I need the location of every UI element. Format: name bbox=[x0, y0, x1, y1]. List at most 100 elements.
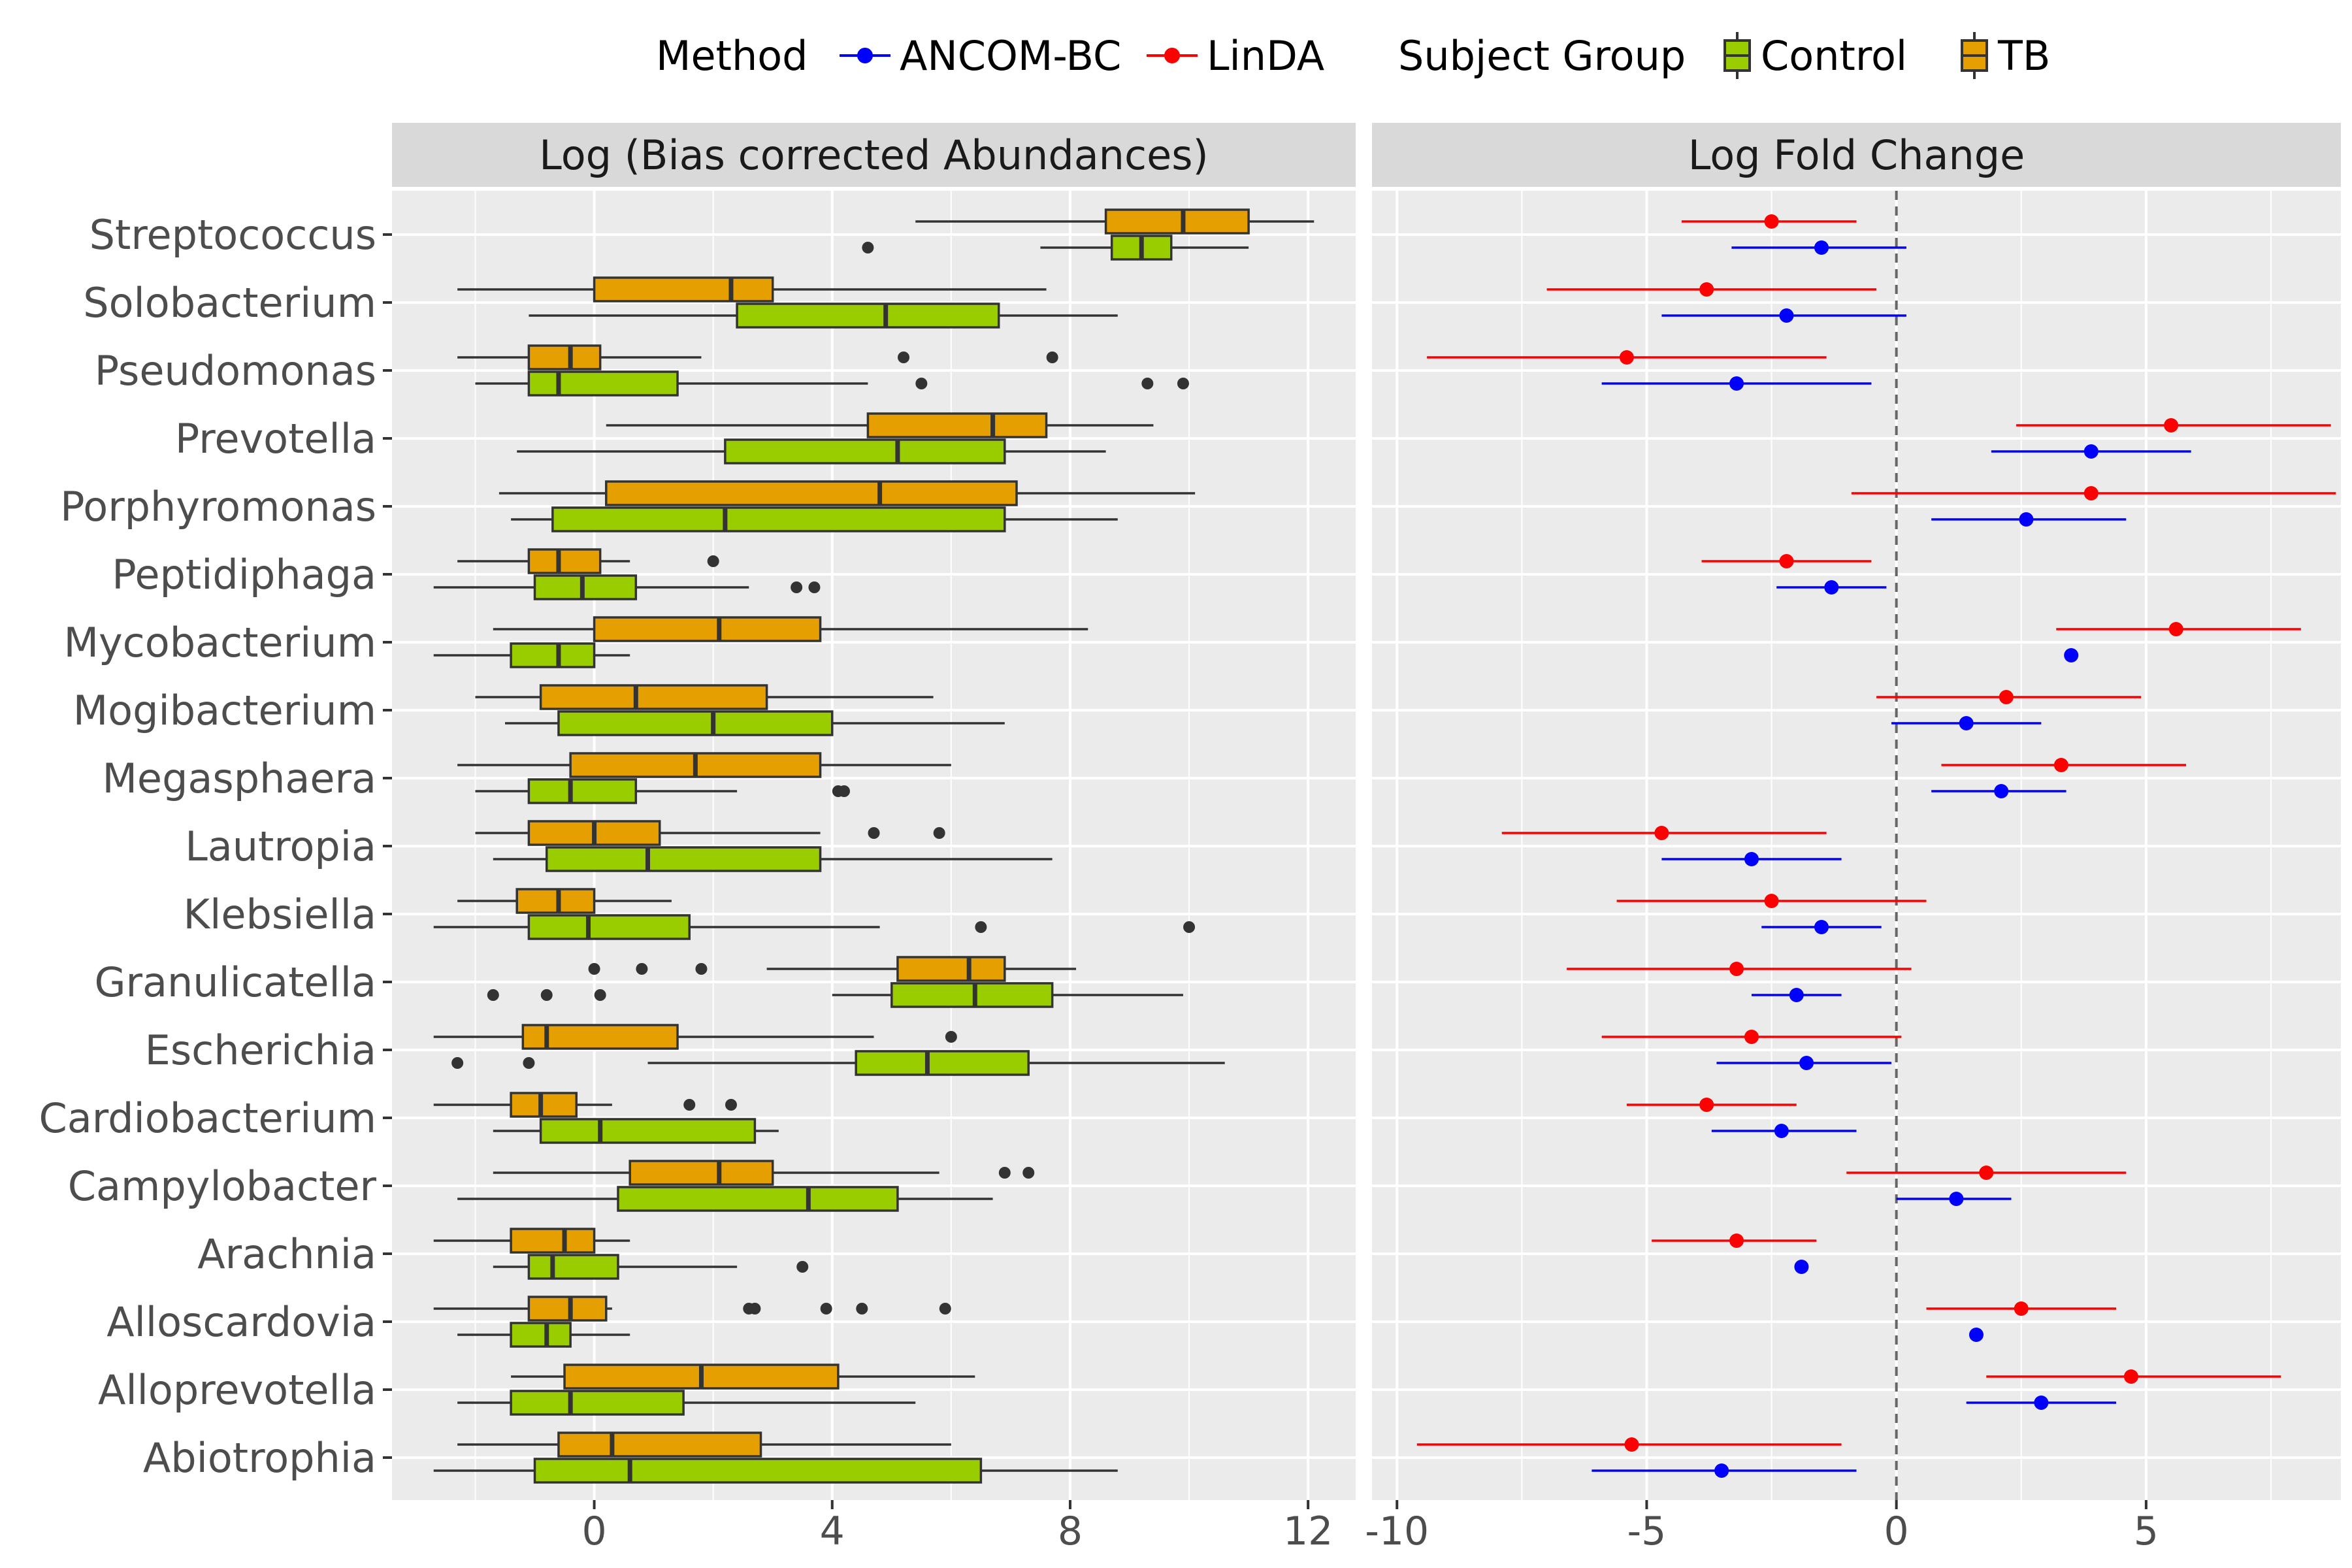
legend-label-linda: LinDA bbox=[1207, 32, 1324, 80]
lfc-linda-megasphaera-point bbox=[2053, 758, 2068, 772]
box-control-solobacterium bbox=[736, 302, 1000, 329]
lfc-linda-abiotrophia-point bbox=[1624, 1437, 1639, 1452]
box-control-klebsiella-outlier bbox=[1183, 921, 1196, 933]
lfc-linda-mogibacterium-point bbox=[1999, 690, 2014, 704]
x-tick-label-lfc: 0 bbox=[1884, 1509, 1909, 1554]
lfc-linda-mycobacterium-point bbox=[2168, 622, 2183, 636]
box-control-megasphaera bbox=[527, 778, 638, 804]
lfc-ancom-bc-mycobacterium-point bbox=[2064, 648, 2079, 662]
box-tb-campylobacter-outlier bbox=[1022, 1167, 1035, 1179]
box-tb-streptococcus bbox=[1104, 208, 1250, 235]
lfc-linda-granulicatella-point bbox=[1729, 962, 1744, 976]
lfc-linda-pseudomonas-point bbox=[1619, 350, 1634, 365]
box-control-streptococcus-outlier bbox=[862, 242, 874, 253]
lfc-ancom-bc-granulicatella-point bbox=[1789, 988, 1804, 1002]
box-control-cardiobacterium bbox=[539, 1118, 757, 1144]
y-label-alloprevotella: Alloprevotella bbox=[98, 1366, 376, 1414]
box-control-campylobacter bbox=[617, 1186, 899, 1212]
lfc-ancom-bc-prevotella-point bbox=[2083, 444, 2099, 459]
box-tb-klebsiella bbox=[515, 888, 596, 914]
box-control-peptidiphaga-outlier bbox=[808, 581, 821, 593]
lfc-ancom-bc-alloprevotella-point bbox=[2034, 1396, 2049, 1410]
box-tb-campylobacter bbox=[629, 1160, 774, 1186]
lfc-linda-streptococcus-point bbox=[1764, 214, 1779, 229]
y-label-klebsiella: Klebsiella bbox=[184, 890, 377, 938]
box-tb-pseudomonas-outlier bbox=[1046, 351, 1058, 363]
strip-title-abundance: Log (Bias corrected Abundances) bbox=[539, 131, 1208, 179]
box-control-prevotella bbox=[724, 438, 1006, 465]
lfc-linda-peptidiphaga-point bbox=[1779, 554, 1794, 568]
box-control-megasphaera-outlier bbox=[838, 785, 850, 797]
y-label-mogibacterium: Mogibacterium bbox=[73, 687, 376, 734]
box-tb-mogibacterium bbox=[539, 684, 768, 710]
box-control-lautropia bbox=[545, 846, 822, 872]
x-tick-label-abundance: 4 bbox=[820, 1509, 845, 1554]
box-tb-pseudomonas bbox=[527, 344, 602, 370]
box-control-peptidiphaga bbox=[533, 574, 638, 600]
y-label-mycobacterium: Mycobacterium bbox=[63, 619, 376, 666]
box-tb-solobacterium bbox=[593, 276, 774, 302]
x-tick-label-lfc: -5 bbox=[1627, 1509, 1667, 1554]
lfc-ancom-bc-lautropia-point bbox=[1744, 852, 1759, 866]
lfc-linda-solobacterium-point bbox=[1699, 282, 1714, 297]
box-control-klebsiella bbox=[527, 914, 691, 940]
box-tb-alloscardovia bbox=[527, 1296, 608, 1322]
lfc-linda-escherichia-point bbox=[1744, 1030, 1759, 1044]
y-label-escherichia: Escherichia bbox=[145, 1026, 376, 1074]
y-axis-labels: Streptococcus Solobacterium Pseudomonas Pre… bbox=[39, 211, 392, 1482]
box-control-pseudomonas-outlier bbox=[1141, 378, 1154, 389]
box-control-arachnia-outlier bbox=[796, 1261, 809, 1273]
box-control-abiotrophia bbox=[533, 1458, 983, 1484]
y-label-cardiobacterium: Cardiobacterium bbox=[39, 1094, 377, 1142]
box-control-escherichia bbox=[855, 1050, 1030, 1076]
box-control-pseudomonas bbox=[527, 370, 679, 397]
lfc-ancom-bc-mogibacterium-point bbox=[1959, 716, 1974, 730]
lfc-ancom-bc-megasphaera-point bbox=[1994, 784, 2009, 798]
box-tb-peptidiphaga bbox=[527, 548, 602, 574]
lfc-ancom-bc-klebsiella-point bbox=[1814, 920, 1829, 934]
box-control-peptidiphaga-outlier bbox=[791, 581, 803, 593]
box-control-arachnia bbox=[527, 1254, 619, 1280]
legend-label-tb: TB bbox=[1997, 32, 2050, 80]
lfc-ancom-bc-porphyromonas-point bbox=[2019, 512, 2034, 527]
lfc-ancom-bc-alloscardovia-point bbox=[1968, 1328, 1984, 1342]
legend-key-point-linda bbox=[1164, 48, 1180, 63]
strip-abundance bbox=[392, 123, 1356, 187]
y-label-granulicatella: Granulicatella bbox=[94, 958, 376, 1006]
x-tick-label-lfc: -10 bbox=[1365, 1509, 1429, 1554]
lfc-ancom-bc-peptidiphaga-point bbox=[1824, 580, 1839, 595]
box-tb-abiotrophia bbox=[557, 1431, 762, 1458]
box-tb-granulicatella bbox=[896, 956, 1006, 982]
y-label-streptococcus: Streptococcus bbox=[90, 211, 376, 259]
box-tb-lautropia-outlier bbox=[933, 827, 945, 839]
strip-title-lfc: Log Fold Change bbox=[1688, 131, 2025, 179]
box-tb-cardiobacterium-outlier bbox=[683, 1099, 696, 1111]
y-label-porphyromonas: Porphyromonas bbox=[60, 483, 376, 531]
x-tick-label-abundance: 12 bbox=[1283, 1509, 1333, 1554]
box-tb-campylobacter-outlier bbox=[998, 1167, 1011, 1179]
y-label-alloscardovia: Alloscardovia bbox=[106, 1298, 376, 1346]
lfc-linda-campylobacter-point bbox=[1979, 1166, 1994, 1180]
legend-key-point-ancom-bc bbox=[857, 48, 873, 63]
lfc-ancom-bc-abiotrophia-point bbox=[1714, 1463, 1729, 1478]
box-control-porphyromonas bbox=[551, 506, 1006, 532]
box-tb-alloscardovia-outlier bbox=[939, 1303, 951, 1315]
lfc-ancom-bc-streptococcus-point bbox=[1814, 240, 1829, 255]
y-label-lautropia: Lautropia bbox=[185, 823, 376, 870]
y-label-megasphaera: Megasphaera bbox=[102, 755, 376, 802]
box-tb-cardiobacterium-outlier bbox=[725, 1099, 737, 1111]
box-tb-alloscardovia-outlier bbox=[749, 1303, 761, 1315]
box-control-pseudomonas-outlier bbox=[915, 378, 928, 389]
y-label-pseudomonas: Pseudomonas bbox=[95, 347, 376, 395]
y-label-solobacterium: Solobacterium bbox=[83, 279, 376, 327]
lfc-ancom-bc-escherichia-point bbox=[1799, 1056, 1814, 1070]
legend-label-control: Control bbox=[1761, 32, 1907, 80]
box-control-mycobacterium bbox=[510, 642, 596, 668]
box-control-granulicatella bbox=[890, 982, 1054, 1008]
box-control-klebsiella-outlier bbox=[975, 921, 987, 933]
lfc-linda-prevotella-point bbox=[2164, 418, 2179, 433]
box-tb-alloscardovia-outlier bbox=[856, 1303, 868, 1315]
x-tick-label-lfc: 5 bbox=[2134, 1509, 2159, 1554]
box-control-granulicatella-outlier bbox=[540, 989, 553, 1001]
box-control-pseudomonas-outlier bbox=[1177, 378, 1189, 389]
